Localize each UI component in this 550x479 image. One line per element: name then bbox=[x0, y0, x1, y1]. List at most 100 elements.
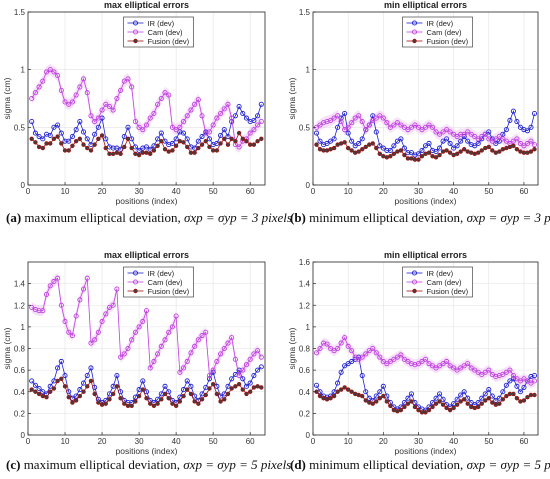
fusion-point bbox=[402, 152, 407, 158]
fusion-point bbox=[81, 142, 86, 147]
fusion-point bbox=[331, 145, 337, 151]
y-tick-label: 1.4 bbox=[14, 280, 26, 289]
caption-d-math: σxp = σyp = 5 pixels bbox=[466, 457, 550, 472]
fusion-point bbox=[73, 138, 79, 144]
fusion-point bbox=[335, 389, 340, 394]
ir-point bbox=[140, 378, 146, 384]
x-tick-label: 60 bbox=[246, 187, 255, 196]
cam-point bbox=[143, 122, 150, 128]
ir-point bbox=[29, 378, 35, 384]
ir-point bbox=[458, 392, 464, 398]
caption-d-text: minimum elliptical deviation, bbox=[309, 457, 464, 472]
fusion-point bbox=[148, 151, 153, 157]
ir-point bbox=[479, 395, 485, 401]
caption-c-text: maximum elliptical deviation, bbox=[23, 457, 181, 472]
fusion-point bbox=[454, 402, 460, 407]
ir-point bbox=[55, 122, 61, 128]
fusion-point bbox=[367, 142, 372, 147]
ir-point bbox=[377, 389, 383, 395]
ir-point bbox=[398, 136, 404, 142]
cam-point bbox=[331, 348, 337, 354]
ir-point bbox=[69, 134, 75, 140]
fusion-point bbox=[493, 402, 499, 407]
ir-point bbox=[461, 389, 467, 395]
cam-point bbox=[458, 131, 464, 137]
cam-point bbox=[422, 124, 429, 130]
fusion-point bbox=[409, 399, 414, 404]
series-markers-fusion bbox=[314, 385, 537, 415]
ir-point bbox=[29, 119, 35, 125]
fusion-point bbox=[51, 386, 57, 391]
fusion-point bbox=[73, 398, 79, 403]
ir-point bbox=[199, 134, 205, 140]
fusion-point bbox=[222, 397, 227, 402]
ir-point bbox=[80, 129, 87, 135]
ir-point bbox=[366, 395, 372, 401]
fusion-point bbox=[44, 394, 49, 400]
fusion-point bbox=[233, 384, 238, 389]
cam-point bbox=[47, 67, 53, 73]
ir-point bbox=[40, 136, 46, 142]
cam-point bbox=[475, 369, 481, 375]
cam-point bbox=[415, 361, 422, 367]
fusion-point bbox=[521, 150, 527, 155]
ir-point bbox=[110, 145, 116, 151]
fusion-point bbox=[236, 130, 242, 136]
cam-point bbox=[251, 351, 257, 357]
fusion-point bbox=[129, 403, 134, 409]
cam-point bbox=[328, 117, 334, 123]
x-tick-label: 60 bbox=[519, 187, 528, 196]
cam-point bbox=[521, 143, 527, 149]
fusion-point bbox=[107, 397, 112, 402]
y-tick-label: 1.5 bbox=[14, 8, 26, 17]
fusion-point bbox=[259, 136, 264, 142]
cam-point bbox=[524, 140, 531, 147]
fusion-point bbox=[251, 142, 257, 147]
cam-point bbox=[43, 291, 50, 297]
fusion-point bbox=[430, 153, 435, 159]
fusion-point bbox=[493, 150, 499, 155]
ir-point bbox=[58, 130, 64, 136]
fusion-point bbox=[486, 396, 491, 401]
fusion-point bbox=[70, 400, 75, 405]
cam-point bbox=[531, 378, 538, 384]
cam-point bbox=[106, 104, 113, 110]
ir-point bbox=[166, 389, 172, 395]
fusion-point bbox=[384, 399, 390, 404]
cam-point bbox=[411, 29, 418, 35]
cam-point bbox=[335, 345, 341, 352]
x-tick-label: 60 bbox=[519, 437, 528, 446]
fusion-point bbox=[151, 403, 157, 409]
fusion-point bbox=[59, 141, 64, 146]
fusion-point bbox=[85, 145, 90, 151]
fusion-point bbox=[36, 144, 42, 150]
fusion-point bbox=[185, 144, 190, 150]
fusion-point bbox=[85, 384, 90, 389]
fusion-point bbox=[317, 393, 323, 399]
x-tick-label: 30 bbox=[414, 437, 423, 446]
cam-point bbox=[387, 124, 393, 130]
fusion-point bbox=[507, 391, 513, 397]
fusion-point bbox=[472, 151, 477, 157]
cam-point bbox=[377, 113, 383, 119]
fusion-point bbox=[381, 393, 386, 399]
cam-point bbox=[125, 76, 131, 82]
cam-point bbox=[373, 350, 379, 356]
legend-label: Cam (dev) bbox=[427, 28, 463, 37]
ir-point bbox=[84, 372, 90, 379]
cam-point bbox=[486, 136, 492, 142]
fusion-point bbox=[140, 150, 145, 155]
x-tick-label: 20 bbox=[98, 187, 107, 196]
ir-point bbox=[251, 372, 257, 379]
fusion-point bbox=[352, 391, 358, 397]
x-tick-label: 30 bbox=[414, 187, 423, 196]
fusion-point bbox=[236, 381, 242, 387]
y-tick-label: 0.2 bbox=[14, 409, 26, 418]
fusion-point bbox=[66, 394, 71, 400]
y-tick-label: 1.2 bbox=[299, 301, 311, 310]
ir-point bbox=[489, 393, 495, 399]
cam-point bbox=[36, 84, 42, 90]
fusion-point bbox=[144, 150, 149, 155]
cam-point bbox=[465, 129, 471, 135]
fusion-point bbox=[103, 401, 108, 406]
